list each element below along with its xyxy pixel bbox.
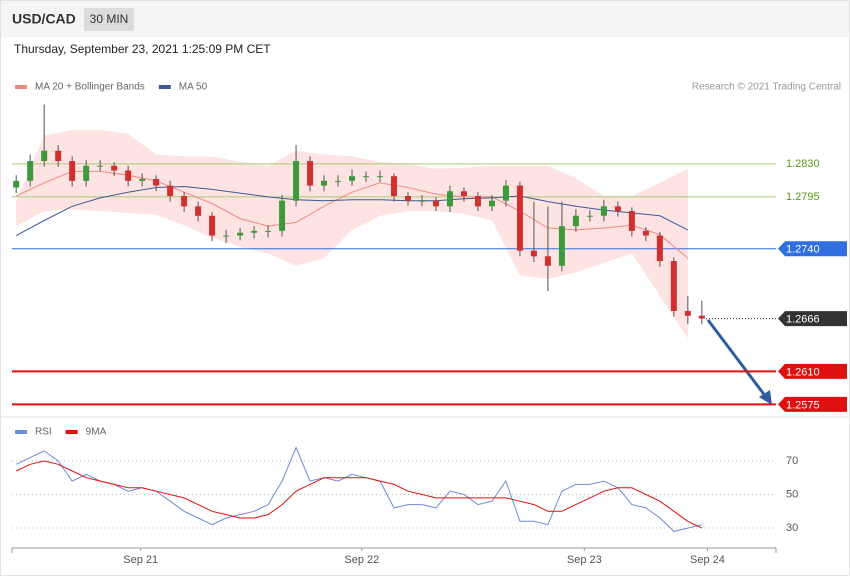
candle-body [125,170,132,181]
legend-label: RSI [35,427,52,438]
candle-body [153,178,160,186]
level-tag [778,363,847,379]
forecast-arrowhead [759,390,772,405]
candle-body [642,230,649,236]
line [15,446,702,532]
candle-body [223,235,230,237]
candle-body [363,176,370,178]
forecast-arrow [706,319,768,398]
timeframe: 30 MIN [90,12,129,26]
candle-body [55,150,62,162]
candle-body [377,176,384,178]
y-tick-label: 30 [786,522,798,534]
candle-body [195,206,202,216]
candle-body [293,161,300,201]
candle-body [488,200,495,207]
candle-body [558,226,565,266]
candle-body [404,195,411,201]
candle-body [167,185,174,196]
candle-body [628,211,635,231]
candle-body [600,206,607,216]
x-tick-label: Sep 21 [123,554,158,566]
candle-body [265,230,272,232]
credit: Research © 2021 Trading Central [692,82,841,93]
candle-body [237,232,244,236]
candle-body [544,256,551,266]
legend-label: 9MA [86,427,107,438]
candle-body [530,250,537,257]
candle-body [279,200,286,231]
y-tick-label: 70 [786,455,798,467]
candle-body [474,195,481,207]
candle-body [27,161,34,181]
candle-body [41,150,48,162]
candle-body [432,200,439,207]
candle-body [251,230,258,233]
legend-swatch [158,85,171,89]
candle-body [111,165,118,171]
candle-body [335,180,342,182]
level-label: 1.2575 [786,399,820,411]
level-tag [778,396,847,412]
header-bar [1,1,849,37]
legend-swatch [15,85,27,89]
candle-body [670,261,677,312]
candle-body [460,191,467,196]
candle-body [698,315,705,319]
level-label: 1.2740 [786,244,820,256]
candle-body [418,200,425,202]
legend-swatch [65,430,78,434]
level-label: 1.2610 [786,366,820,378]
x-tick-label: Sep 24 [690,554,725,566]
candle-body [139,178,146,181]
candle-body [307,161,314,186]
candle-body [181,195,188,207]
timeframe-badge [84,8,134,31]
candle-body [391,176,397,196]
candle-body [69,161,76,181]
candle-body [13,180,20,188]
ma-line [15,185,689,237]
x-tick-label: Sep 23 [567,554,602,566]
candle-body [684,311,691,316]
y-tick-label: 50 [786,488,798,500]
candle-body [349,176,356,181]
candle-body [614,206,621,212]
candle-body [97,165,104,167]
candle-body [209,215,216,236]
level-label: 1.2830 [786,158,820,170]
candle-body [83,165,90,181]
candle-body [656,235,663,262]
candle-body [502,185,509,201]
symbol: USD/CAD [12,11,76,27]
timestamp: Thursday, September 23, 2021 1:25:09 PM … [14,42,271,56]
line [15,460,703,529]
legend-label: MA 20 + Bollinger Bands [35,82,145,93]
candle-body [446,191,453,207]
candle-body [586,215,593,217]
level-label: 1.2666 [786,313,820,325]
candle-body [321,180,328,186]
legend-swatch [15,430,27,434]
candle-body [572,215,579,227]
legend-label: MA 50 [179,82,208,93]
bollinger-band [16,130,688,339]
level-label: 1.2795 [786,191,820,203]
level-tag [778,311,847,327]
x-tick-label: Sep 22 [344,554,379,566]
candle-body [516,185,523,251]
level-tag [778,241,847,257]
